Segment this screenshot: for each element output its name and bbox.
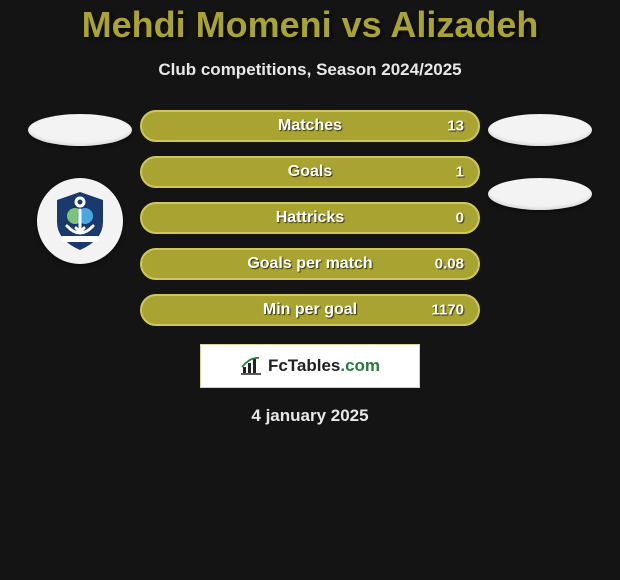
stat-label: Hattricks	[276, 209, 344, 227]
stat-label: Matches	[278, 117, 342, 135]
branding-box[interactable]: FcTables.com	[200, 344, 420, 388]
right-player-column	[480, 110, 600, 210]
brand-domain: .com	[340, 356, 380, 375]
stat-row-matches: Matches 13	[140, 110, 480, 142]
brand-name: FcTables	[268, 356, 340, 375]
stat-label: Goals per match	[247, 255, 372, 273]
player-left-photo-placeholder	[28, 114, 132, 146]
stat-row-goals-per-match: Goals per match 0.08	[140, 248, 480, 280]
stat-row-min-per-goal: Min per goal 1170	[140, 294, 480, 326]
comparison-card: Mehdi Momeni vs Alizadeh Club competitio…	[0, 0, 620, 426]
stat-right-value: 0	[456, 210, 464, 227]
stats-column: Matches 13 Goals 1 Hattricks 0 Goals per…	[140, 110, 480, 326]
stat-label: Min per goal	[263, 301, 357, 319]
stat-label: Goals	[288, 163, 332, 181]
player-right-club-placeholder	[488, 178, 592, 210]
page-title: Mehdi Momeni vs Alizadeh	[0, 4, 620, 46]
bar-chart-icon	[240, 355, 262, 377]
footer: FcTables.com 4 january 2025	[0, 344, 620, 426]
left-player-column	[20, 110, 140, 264]
stat-row-goals: Goals 1	[140, 156, 480, 188]
comparison-layout: Matches 13 Goals 1 Hattricks 0 Goals per…	[0, 110, 620, 326]
stat-right-value: 13	[447, 118, 464, 135]
stat-right-value: 1170	[431, 302, 464, 319]
subtitle: Club competitions, Season 2024/2025	[0, 60, 620, 80]
player-right-photo-placeholder	[488, 114, 592, 146]
brand-text: FcTables.com	[268, 356, 380, 376]
stat-right-value: 0.08	[435, 256, 464, 273]
date-text: 4 january 2025	[251, 406, 368, 426]
player-left-club-badge	[37, 178, 123, 264]
stat-row-hattricks: Hattricks 0	[140, 202, 480, 234]
anchor-crest-icon	[45, 186, 115, 256]
stat-right-value: 1	[456, 164, 464, 181]
